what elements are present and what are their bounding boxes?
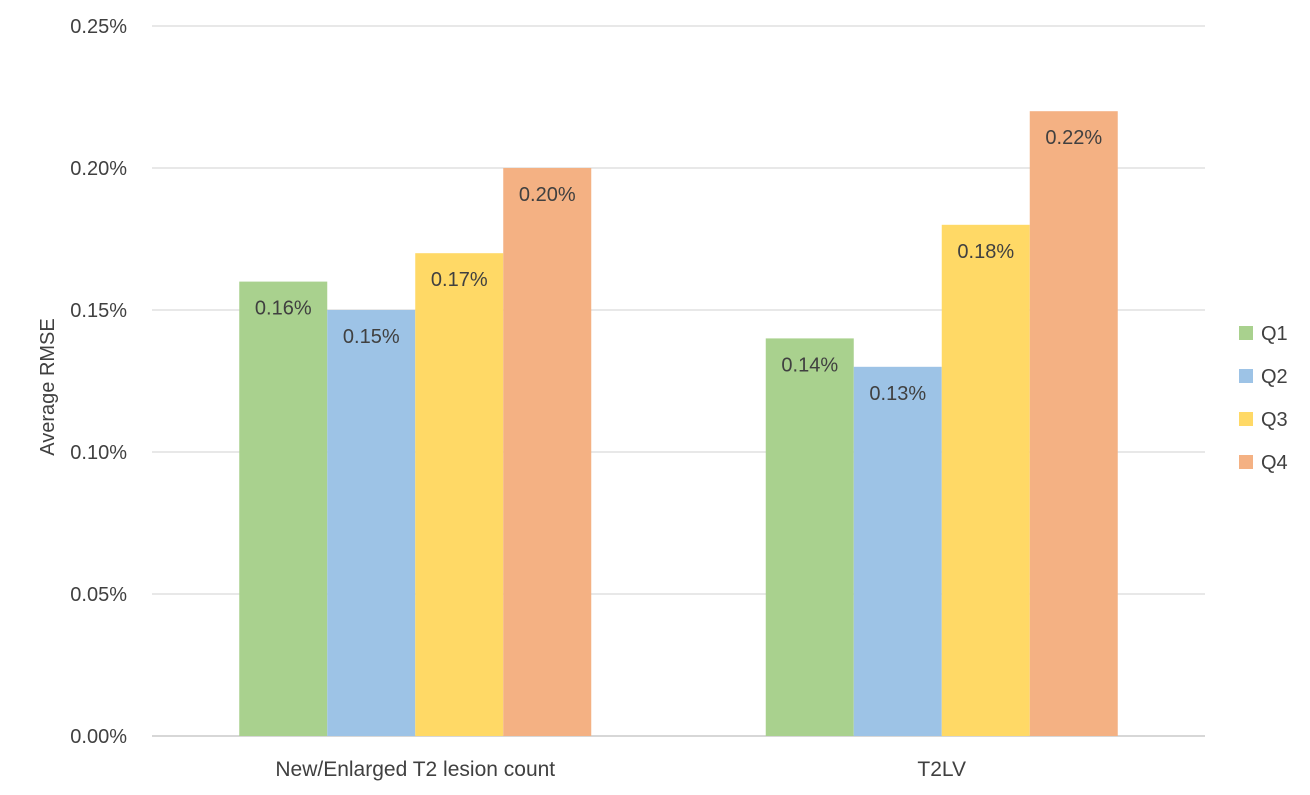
legend-swatch xyxy=(1239,455,1253,469)
bar-q2-1 xyxy=(327,310,416,736)
data-label: 0.13% xyxy=(869,383,926,405)
bar-q4-1 xyxy=(503,168,592,736)
x-category-label: New/Enlarged T2 lesion count xyxy=(275,758,555,781)
y-axis-ticks: 0.00% 0.05% 0.10% 0.15% 0.20% 0.25% xyxy=(70,16,127,748)
x-category-label: T2LV xyxy=(917,758,966,781)
legend-swatch xyxy=(1239,412,1253,426)
legend-swatch xyxy=(1239,326,1253,340)
data-label: 0.22% xyxy=(1045,127,1102,149)
legend-label: Q3 xyxy=(1261,409,1288,431)
legend-label: Q2 xyxy=(1261,366,1288,388)
legend-label: Q4 xyxy=(1261,452,1288,474)
y-tick-label: 0.20% xyxy=(70,158,127,180)
y-axis-title: Average RMSE xyxy=(37,318,59,455)
data-labels: 0.16% 0.15% 0.17% 0.20% 0.14% 0.13% 0.18% 0.22% xyxy=(255,127,1102,405)
y-tick-label: 0.10% xyxy=(70,442,127,464)
y-tick-label: 0.05% xyxy=(70,584,127,606)
data-label: 0.18% xyxy=(957,241,1014,263)
data-label: 0.20% xyxy=(519,184,576,206)
x-axis-categories: New/Enlarged T2 lesion count T2LV xyxy=(275,758,966,781)
legend-label: Q1 xyxy=(1261,323,1288,345)
bar-q2-2 xyxy=(853,366,942,736)
legend: Q1 Q2 Q3 Q4 xyxy=(1239,323,1288,474)
y-tick-label: 0.15% xyxy=(70,300,127,322)
data-label: 0.15% xyxy=(343,326,400,348)
y-tick-label: 0.25% xyxy=(70,16,127,38)
y-tick-label: 0.00% xyxy=(70,726,127,748)
data-label: 0.16% xyxy=(255,298,312,320)
bar-q3-1 xyxy=(415,253,504,736)
bar-q4-2 xyxy=(1029,111,1118,736)
bar-q1-1 xyxy=(239,281,328,736)
data-label: 0.14% xyxy=(781,354,838,376)
data-label: 0.17% xyxy=(431,269,488,291)
bar-q1-2 xyxy=(765,338,854,736)
bars xyxy=(239,111,1118,737)
legend-swatch xyxy=(1239,369,1253,383)
bar-q3-2 xyxy=(941,224,1030,737)
